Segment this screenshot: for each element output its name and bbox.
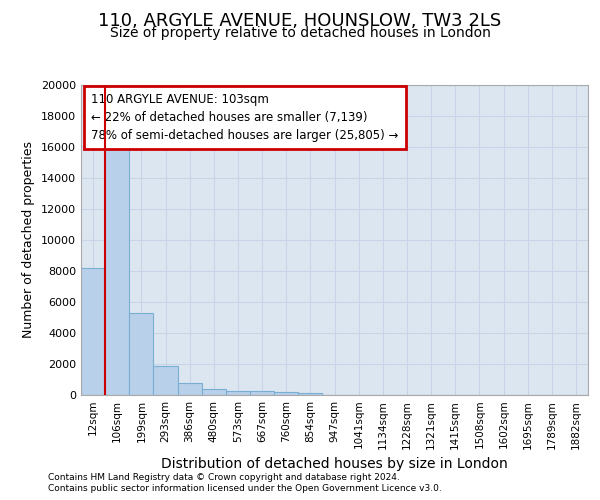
Text: Contains public sector information licensed under the Open Government Licence v3: Contains public sector information licen… [48,484,442,493]
Text: Contains HM Land Registry data © Crown copyright and database right 2024.: Contains HM Land Registry data © Crown c… [48,472,400,482]
X-axis label: Distribution of detached houses by size in London: Distribution of detached houses by size … [161,457,508,471]
Bar [178,384,202,395]
Bar [154,366,178,395]
Bar [105,138,129,395]
Bar [81,268,105,395]
Text: Size of property relative to detached houses in London: Size of property relative to detached ho… [110,26,490,40]
Text: 110 ARGYLE AVENUE: 103sqm
← 22% of detached houses are smaller (7,139)
78% of se: 110 ARGYLE AVENUE: 103sqm ← 22% of detac… [91,93,398,142]
Bar [129,313,154,395]
Bar [274,392,298,395]
Bar [202,390,226,395]
Bar [226,390,250,395]
Bar [298,393,322,395]
Text: 110, ARGYLE AVENUE, HOUNSLOW, TW3 2LS: 110, ARGYLE AVENUE, HOUNSLOW, TW3 2LS [98,12,502,30]
Bar [250,392,274,395]
Y-axis label: Number of detached properties: Number of detached properties [22,142,35,338]
